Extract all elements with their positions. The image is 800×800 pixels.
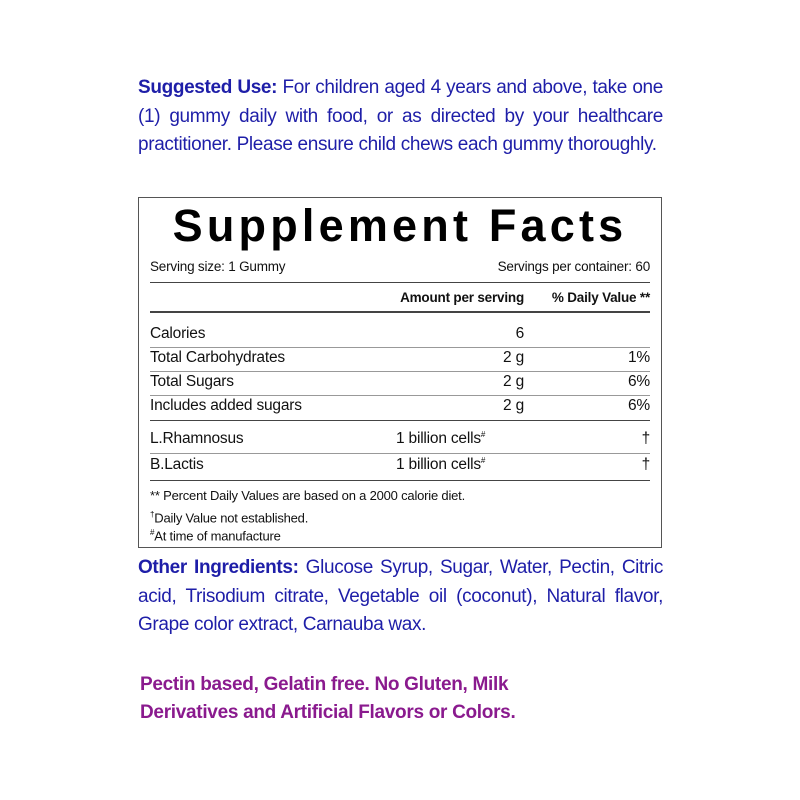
suggested-use: Suggested Use: For children aged 4 years… <box>138 74 663 160</box>
probiotic-name: B.Lactis <box>150 456 204 473</box>
nutrient-amount: 2 g <box>503 397 524 414</box>
servings-per-container: Servings per container: 60 <box>497 259 651 274</box>
rule <box>150 480 650 481</box>
nutrient-amount: 6 <box>515 325 525 342</box>
nutrient-name: Calories <box>150 325 206 342</box>
row-separator <box>150 347 650 348</box>
probiotic-dv: † <box>641 456 651 473</box>
nutrient-name: Total Sugars <box>150 373 234 390</box>
footnote-symbol: # <box>150 528 155 537</box>
probiotic-mark: # <box>480 430 486 439</box>
rule <box>150 420 650 421</box>
facts-title: Supplement Facts <box>172 200 628 251</box>
footnote-text: At time of manufacture <box>154 528 281 544</box>
nutrient-row: Calories 6 <box>150 325 650 349</box>
header-dv: % Daily Value ** <box>551 290 650 305</box>
nutrient-name: Total Carbohydrates <box>150 349 285 366</box>
row-separator <box>150 371 650 372</box>
probiotic-dv: † <box>641 430 651 447</box>
serving-size: Serving size: 1 Gummy <box>150 259 286 274</box>
rule <box>150 282 650 283</box>
probiotic-row: B.Lactis 1 billion cells# † <box>150 456 650 480</box>
nutrient-row: Includes added sugars 2 g 6% <box>150 397 650 421</box>
rule <box>150 311 650 313</box>
probiotic-mark: # <box>480 456 486 465</box>
note: Pectin based, Gelatin free. No Gluten, M… <box>140 674 516 723</box>
probiotic-row: L.Rhamnosus 1 billion cells# † <box>150 430 650 454</box>
row-separator <box>150 453 650 454</box>
footnote-symbol: † <box>150 510 155 519</box>
nutrient-amount: 2 g <box>503 349 524 366</box>
footnote: #At time of manufacture <box>150 528 281 543</box>
nutrient-name: Includes added sugars <box>150 397 302 414</box>
probiotic-name: L.Rhamnosus <box>150 430 244 447</box>
nutrient-dv: 6% <box>627 373 650 390</box>
other-ingredients: Other Ingredients: Glucose Syrup, Sugar,… <box>138 554 663 640</box>
header-amount: Amount per serving <box>400 290 524 305</box>
suggested-use-text: For children aged 4 years and above, tak… <box>138 77 663 155</box>
supplement-facts: Supplement Facts Serving size: 1 Gummy S… <box>138 197 662 548</box>
probiotic-amount-text: 1 billion cells <box>396 456 481 474</box>
nutrient-dv: 6% <box>627 397 650 414</box>
nutrient-amount: 2 g <box>503 373 524 390</box>
footnote: †Daily Value not established. <box>150 510 308 525</box>
other-ingredients-label: Other Ingredients: <box>138 557 299 578</box>
row-separator <box>150 395 650 396</box>
nutrient-row: Total Carbohydrates 2 g 1% <box>150 349 650 373</box>
footnote-text: Daily Value not established. <box>154 510 309 526</box>
probiotic-amount-text: 1 billion cells <box>396 430 481 448</box>
probiotic-amount: 1 billion cells# <box>396 456 485 474</box>
footnote-text: ** Percent Daily Values are based on a 2… <box>150 488 466 503</box>
nutrient-row: Total Sugars 2 g 6% <box>150 373 650 397</box>
footnote: ** Percent Daily Values are based on a 2… <box>150 488 465 503</box>
nutrient-dv: 1% <box>627 349 650 366</box>
suggested-use-label: Suggested Use: <box>138 77 278 98</box>
probiotic-amount: 1 billion cells# <box>396 430 485 448</box>
other-ingredients-text: Glucose Syrup, Sugar, Water, Pectin, Cit… <box>138 557 663 635</box>
